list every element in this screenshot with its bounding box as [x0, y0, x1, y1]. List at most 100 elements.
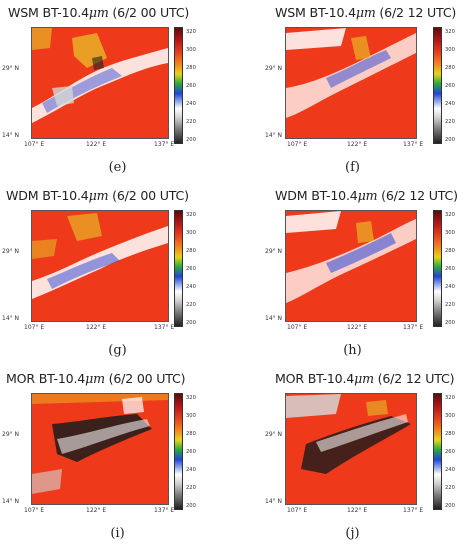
colorbar-tick: 200	[445, 503, 455, 509]
panel-caption: (j)	[345, 526, 360, 541]
colorbar-tick: 300	[445, 230, 455, 236]
lat-label: 29° N	[2, 431, 20, 438]
colorbar-tick: 220	[445, 485, 455, 491]
panel-caption: (g)	[108, 343, 127, 358]
panel-title: WSM BT-10.4μm (6/2 12 UTC)	[275, 5, 457, 20]
bt-map-image	[285, 210, 417, 322]
bt-map-image	[31, 393, 169, 505]
colorbar-tick: 260	[186, 449, 196, 455]
colorbar	[433, 27, 442, 144]
colorbar	[433, 210, 442, 327]
panel-h: WDM BT-10.4μm (6/2 12 UTC) 29° N 14° N 1…	[235, 183, 470, 366]
panel-caption: (h)	[343, 343, 362, 358]
lat-label: 29° N	[265, 65, 283, 72]
colorbar-tick: 220	[445, 302, 455, 308]
panel-title: WSM BT-10.4μm (6/2 00 UTC)	[8, 5, 190, 20]
panel-g: WDM BT-10.4μm (6/2 00 UTC) 29° N 14° N 1…	[0, 183, 235, 366]
lon-label: 107° E	[287, 141, 308, 148]
lon-label: 107° E	[24, 507, 45, 514]
colorbar-tick: 320	[186, 395, 196, 401]
colorbar-tick: 200	[445, 320, 455, 326]
colorbar	[174, 27, 183, 144]
lon-label: 122° E	[347, 141, 368, 148]
colorbar	[433, 393, 442, 510]
colorbar-tick: 280	[186, 248, 196, 254]
colorbar-tick: 200	[186, 320, 196, 326]
colorbar-tick: 260	[186, 83, 196, 89]
colorbar-tick: 320	[186, 212, 196, 218]
colorbar-tick: 240	[445, 284, 455, 290]
lon-label: 107° E	[287, 507, 308, 514]
lon-label: 107° E	[287, 324, 308, 331]
colorbar-tick: 240	[186, 284, 196, 290]
lat-label: 14° N	[2, 498, 20, 505]
colorbar-tick: 240	[445, 101, 455, 107]
bt-map-image	[31, 27, 169, 139]
lon-label: 137° E	[154, 141, 175, 148]
colorbar-tick: 240	[186, 101, 196, 107]
lon-label: 122° E	[86, 141, 107, 148]
lon-label: 122° E	[86, 507, 107, 514]
lat-label: 14° N	[265, 132, 283, 139]
colorbar-tick: 280	[445, 248, 455, 254]
lon-label: 122° E	[347, 507, 368, 514]
colorbar-tick: 260	[445, 266, 455, 272]
colorbar-tick: 280	[445, 65, 455, 71]
colorbar	[174, 393, 183, 510]
panel-e: WSM BT-10.4μm (6/2 00 UTC) 29° N 14° N 1…	[0, 0, 235, 183]
colorbar-tick: 220	[186, 119, 196, 125]
colorbar-tick: 240	[186, 467, 196, 473]
panel-f: WSM BT-10.4μm (6/2 12 UTC) 29° N 14° N 1…	[235, 0, 470, 183]
lon-label: 107° E	[24, 141, 45, 148]
panel-j: MOR BT-10.4μm (6/2 12 UTC) 29° N 14° N 1…	[235, 366, 470, 549]
lon-label: 137° E	[403, 324, 424, 331]
panel-caption: (i)	[110, 526, 125, 541]
colorbar-tick: 300	[445, 47, 455, 53]
colorbar-tick: 200	[445, 137, 455, 143]
panel-title: WDM BT-10.4μm (6/2 00 UTC)	[6, 188, 189, 203]
panel-caption: (f)	[345, 160, 360, 175]
panel-title: WDM BT-10.4μm (6/2 12 UTC)	[275, 188, 458, 203]
colorbar-tick: 280	[186, 65, 196, 71]
panel-i: MOR BT-10.4μm (6/2 00 UTC) 29° N 14° N 1…	[0, 366, 235, 549]
colorbar-tick: 240	[445, 467, 455, 473]
colorbar-tick: 220	[186, 302, 196, 308]
lat-label: 14° N	[2, 315, 20, 322]
colorbar-tick: 260	[445, 449, 455, 455]
colorbar-tick: 220	[186, 485, 196, 491]
lat-label: 29° N	[2, 248, 20, 255]
colorbar-tick: 220	[445, 119, 455, 125]
colorbar-tick: 200	[186, 503, 196, 509]
colorbar-tick: 280	[445, 431, 455, 437]
colorbar-tick: 300	[186, 47, 196, 53]
colorbar-tick: 320	[445, 212, 455, 218]
colorbar-tick: 300	[445, 413, 455, 419]
colorbar-tick: 260	[186, 266, 196, 272]
colorbar-tick: 320	[445, 395, 455, 401]
lat-label: 14° N	[265, 498, 283, 505]
colorbar-tick: 280	[186, 431, 196, 437]
panel-title: MOR BT-10.4μm (6/2 00 UTC)	[6, 371, 186, 386]
bt-map-image	[31, 210, 169, 322]
lon-label: 137° E	[403, 141, 424, 148]
lon-label: 137° E	[154, 507, 175, 514]
lon-label: 137° E	[154, 324, 175, 331]
colorbar-tick: 260	[445, 83, 455, 89]
lon-label: 107° E	[24, 324, 45, 331]
colorbar-tick: 300	[186, 413, 196, 419]
bt-map-image	[285, 393, 417, 505]
colorbar-tick: 300	[186, 230, 196, 236]
lat-label: 29° N	[265, 431, 283, 438]
lat-label: 29° N	[2, 65, 20, 72]
colorbar	[174, 210, 183, 327]
lat-label: 14° N	[2, 132, 20, 139]
lon-label: 122° E	[347, 324, 368, 331]
bt-map-image	[285, 27, 417, 139]
lat-label: 14° N	[265, 315, 283, 322]
colorbar-tick: 200	[186, 137, 196, 143]
lat-label: 29° N	[265, 248, 283, 255]
panel-title: MOR BT-10.4μm (6/2 12 UTC)	[275, 371, 455, 386]
colorbar-tick: 320	[445, 29, 455, 35]
lon-label: 137° E	[403, 507, 424, 514]
lon-label: 122° E	[86, 324, 107, 331]
